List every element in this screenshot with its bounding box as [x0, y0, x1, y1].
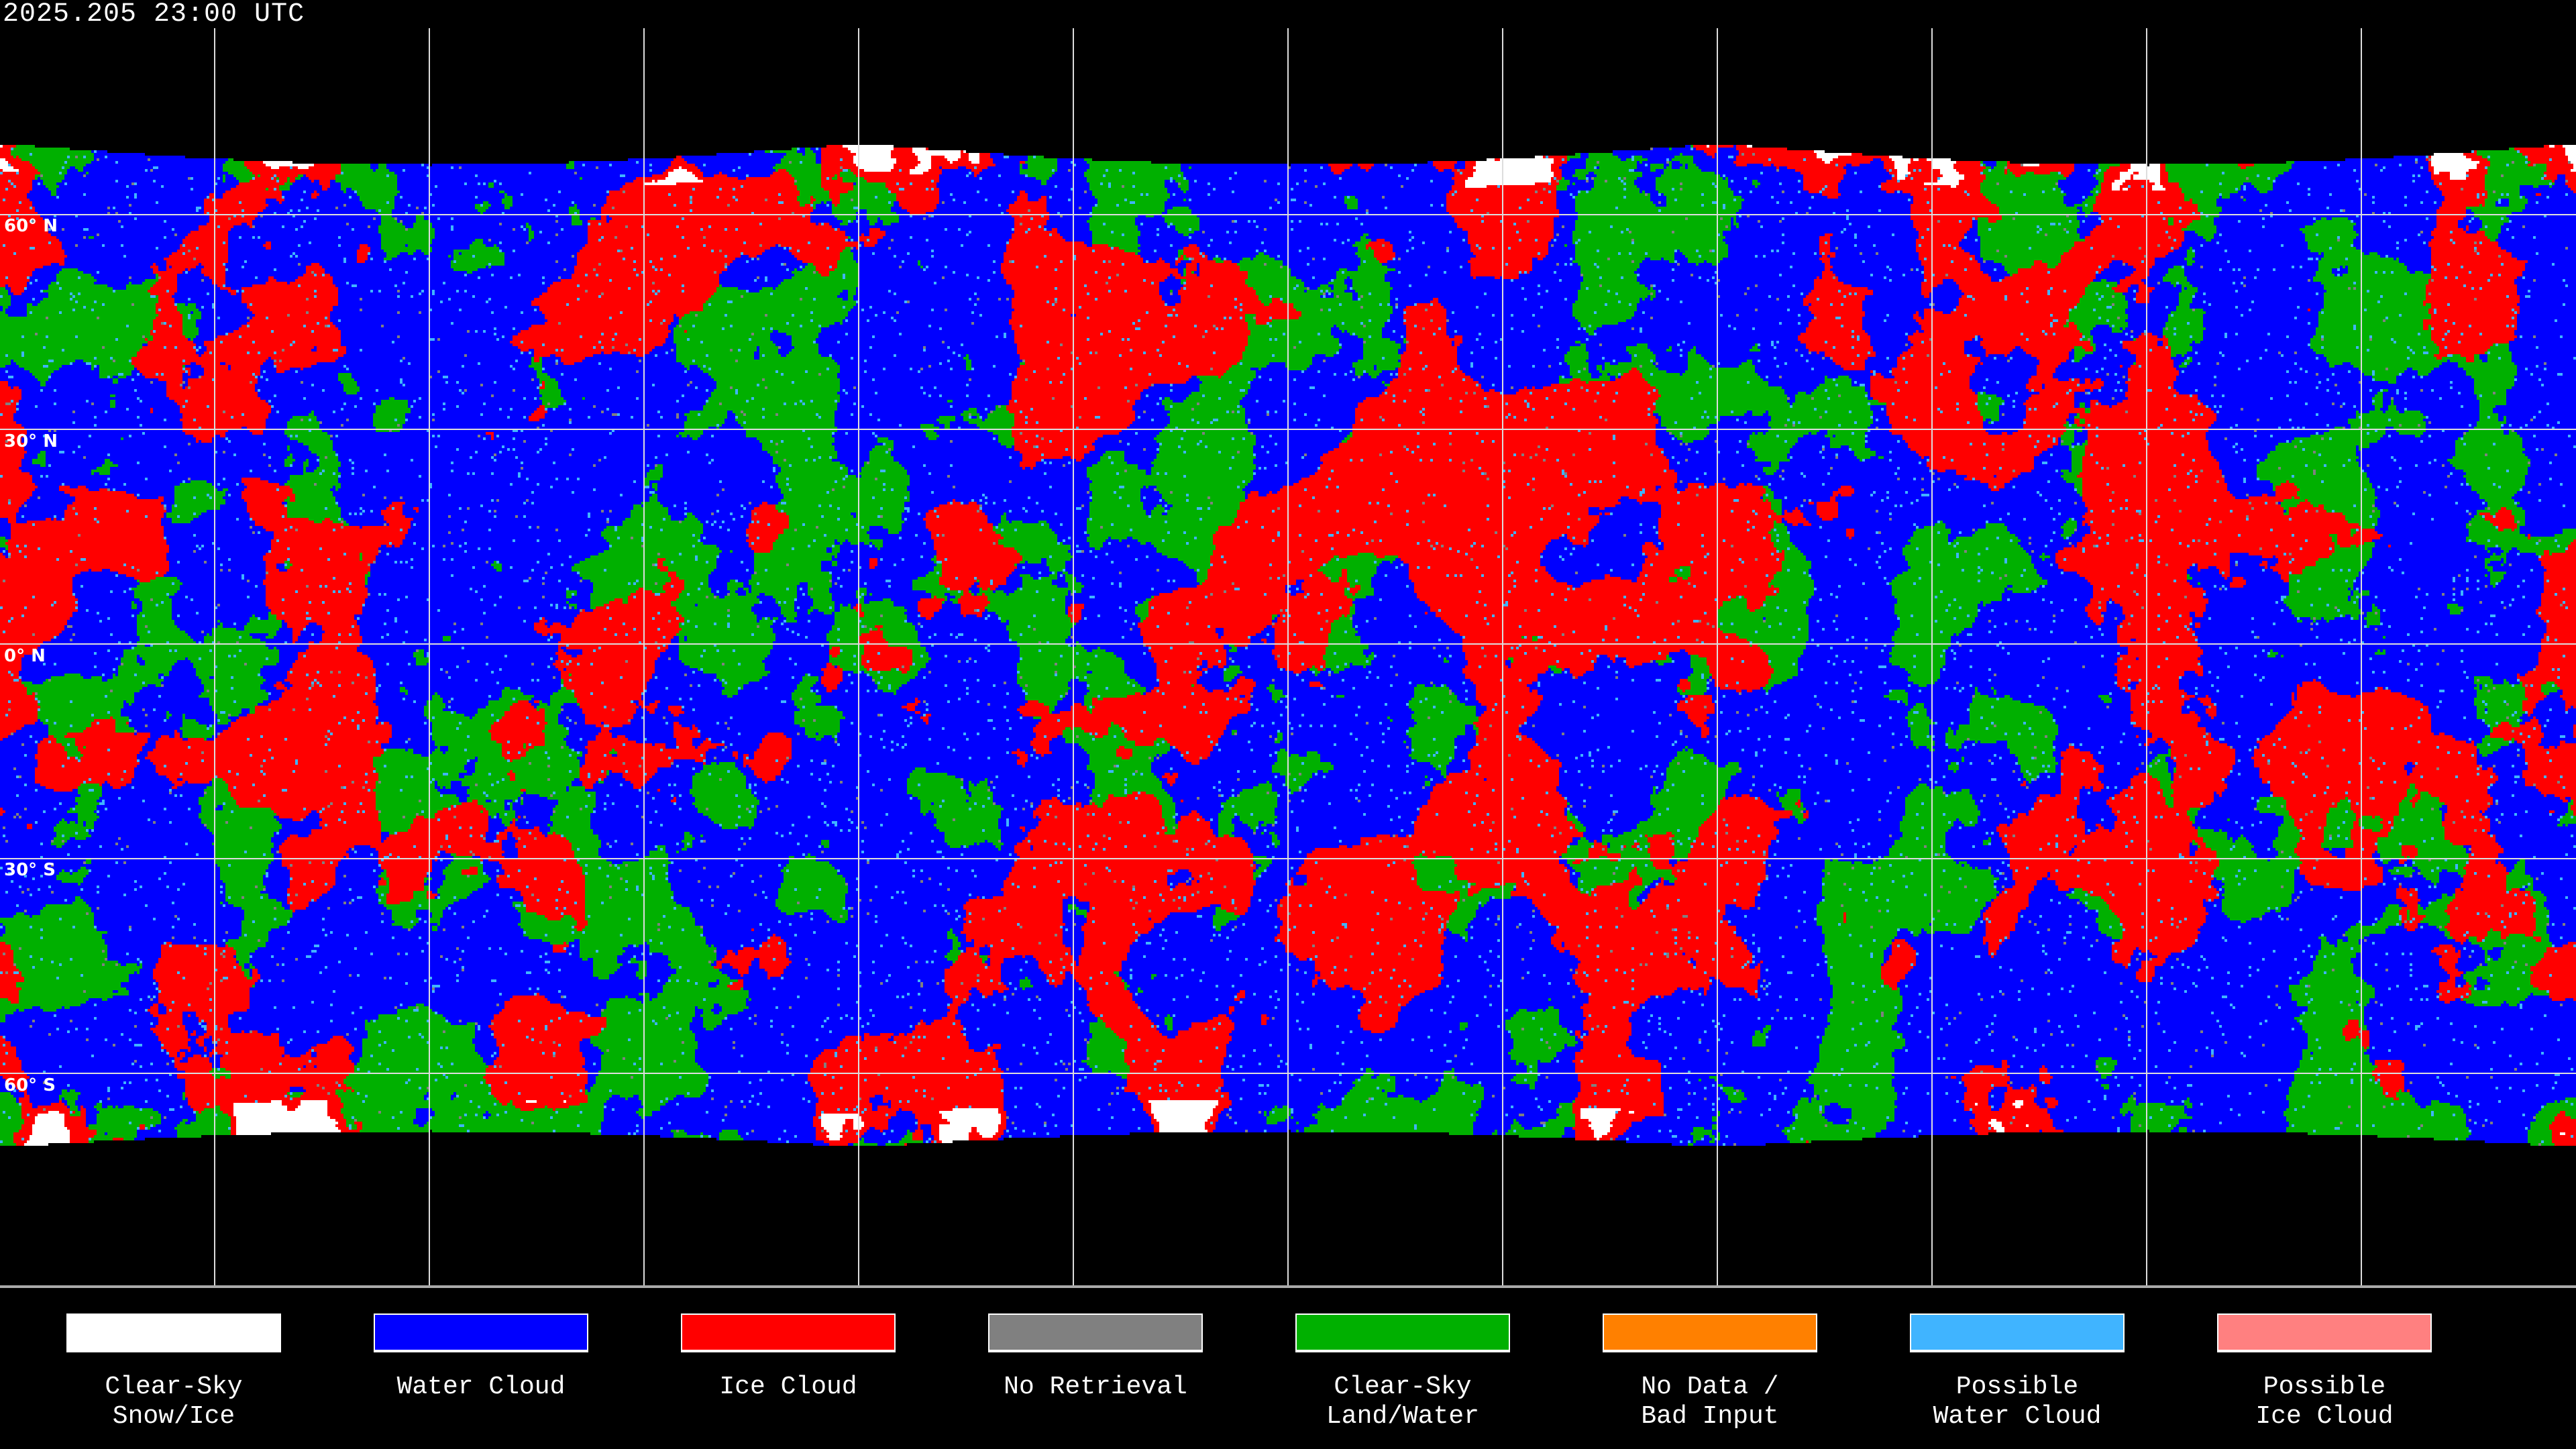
legend-item-no-data: No Data / Bad Input: [1601, 1313, 1819, 1432]
lat-label-60n: 60° N: [4, 216, 58, 236]
legend-label-line2: Land/Water: [1326, 1402, 1480, 1431]
legend-label-line1: Clear-Sky: [105, 1373, 243, 1401]
legend-swatch: [1295, 1313, 1510, 1352]
legend-label-line2: Snow/Ice: [112, 1402, 235, 1431]
legend-label-line1: Water Cloud: [396, 1373, 566, 1401]
legend-item-clear-sky-snow-ice: Clear-Sky Snow/Ice: [65, 1313, 282, 1432]
cloud-phase-map: 2025.205 23:00 UTC 60° N 30° N 0° N 30° …: [0, 0, 2576, 1288]
legend-label-line1: Ice Cloud: [719, 1373, 857, 1401]
legend-item-no-retrieval: No Retrieval: [987, 1313, 1204, 1402]
legend-swatch: [374, 1313, 588, 1352]
timestamp-title: 2025.205 23:00 UTC: [3, 0, 305, 30]
legend-label-line1: No Data /: [1641, 1373, 1779, 1401]
legend-swatch: [2217, 1313, 2432, 1352]
legend-swatch: [1910, 1313, 2125, 1352]
legend-item-possible-water-cloud: Possible Water Cloud: [1909, 1313, 2126, 1432]
legend-label-line1: No Retrieval: [1004, 1373, 1187, 1401]
legend-label-line1: Possible: [1955, 1373, 2079, 1401]
lat-label-0: 0° N: [4, 646, 46, 666]
legend-swatch: [681, 1313, 896, 1352]
legend-label-line2: Bad Input: [1641, 1402, 1779, 1431]
legend-swatch: [988, 1313, 1203, 1352]
lat-label-30s: 30° S: [4, 860, 56, 880]
legend-item-water-cloud: Water Cloud: [372, 1313, 590, 1402]
legend-item-ice-cloud: Ice Cloud: [680, 1313, 897, 1402]
lat-lon-grid: [0, 28, 2576, 1285]
legend-item-possible-ice-cloud: Possible Ice Cloud: [2216, 1313, 2433, 1432]
legend-label-line2: Ice Cloud: [2255, 1402, 2394, 1431]
lat-label-30n: 30° N: [4, 431, 58, 451]
legend-swatch: [66, 1313, 281, 1352]
legend-item-clear-sky-land-water: Clear-Sky Land/Water: [1294, 1313, 1511, 1432]
legend-label-line2: Water Cloud: [1933, 1402, 2102, 1431]
legend-label-line1: Possible: [2263, 1373, 2386, 1401]
legend-label-line1: Clear-Sky: [1334, 1373, 1472, 1401]
legend-swatch: [1603, 1313, 1817, 1352]
lat-label-60s: 60° S: [4, 1075, 56, 1095]
